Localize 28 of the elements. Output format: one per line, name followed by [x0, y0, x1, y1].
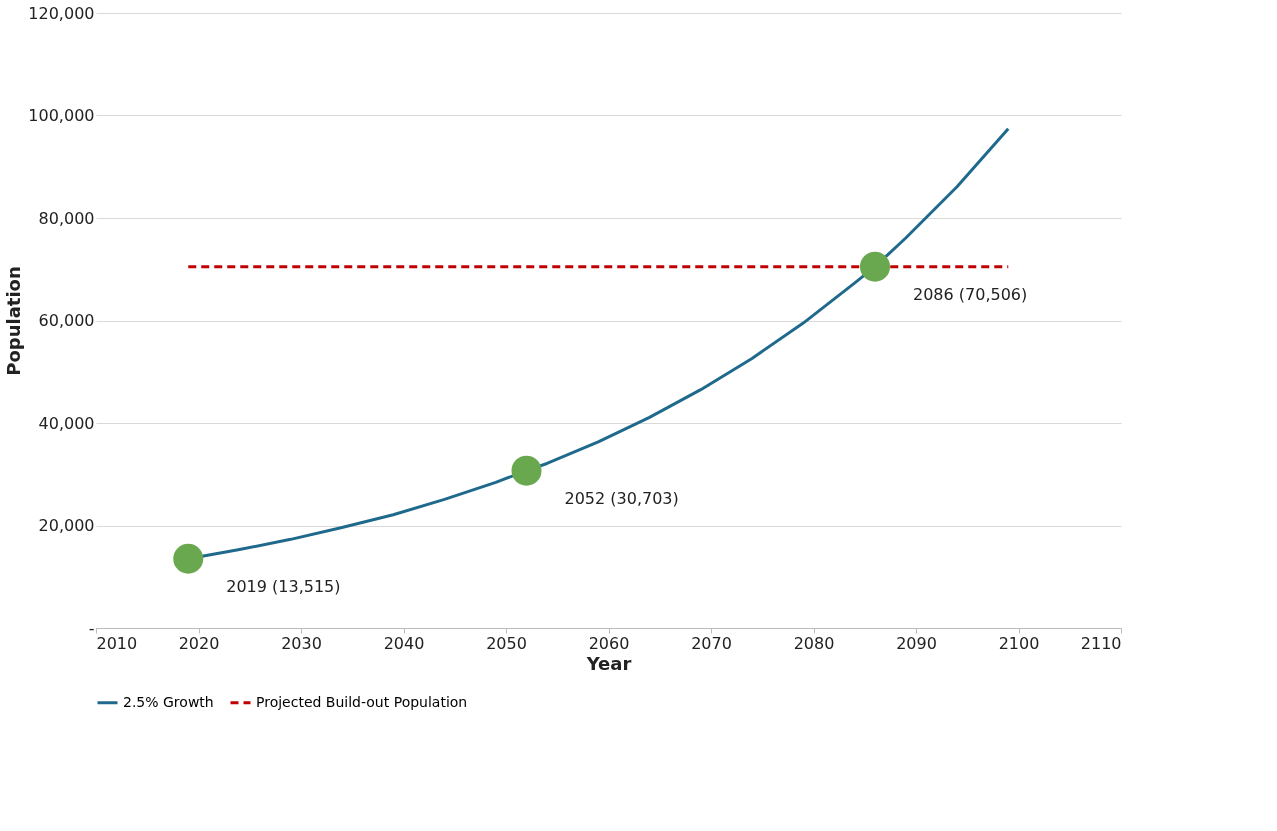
y-tick-label: 120,000 [28, 3, 95, 23]
point [860, 251, 890, 282]
x-tick-label: 2010 [96, 633, 138, 653]
point [173, 543, 204, 574]
y-tick-label: 60,000 [38, 311, 95, 330]
x-tick-label: 2070 [691, 633, 732, 653]
y-tick-label: - [88, 618, 95, 638]
legend-label: Projected Build-out Population [256, 693, 468, 710]
y-tick-label: 40,000 [38, 413, 95, 433]
annotation: 2019 (13,515) [226, 576, 341, 596]
x-tick-label: 2110 [1080, 633, 1122, 653]
x-tick-label: 2040 [383, 633, 425, 653]
x-tick-label: 2020 [178, 633, 220, 653]
x-tick-label: 2050 [486, 633, 527, 653]
point [511, 455, 542, 486]
y-axis-title: Population [3, 266, 25, 376]
x-tick-label: 2060 [588, 633, 630, 653]
x-tick-label: 2100 [998, 633, 1040, 653]
x-axis-title: Year [585, 652, 632, 674]
annotation: 2052 (30,703) [564, 488, 679, 508]
y-tick-label: 100,000 [28, 106, 95, 125]
y-tick-label: 80,000 [38, 208, 95, 228]
x-tick-label: 2080 [793, 633, 835, 653]
x-tick-label: 2090 [896, 633, 937, 653]
y-tick-label: 20,000 [38, 516, 95, 535]
annotation: 2086 (70,506) [913, 284, 1028, 304]
legend-label: 2.5% Growth [123, 693, 214, 710]
x-tick-label: 2030 [281, 633, 322, 653]
